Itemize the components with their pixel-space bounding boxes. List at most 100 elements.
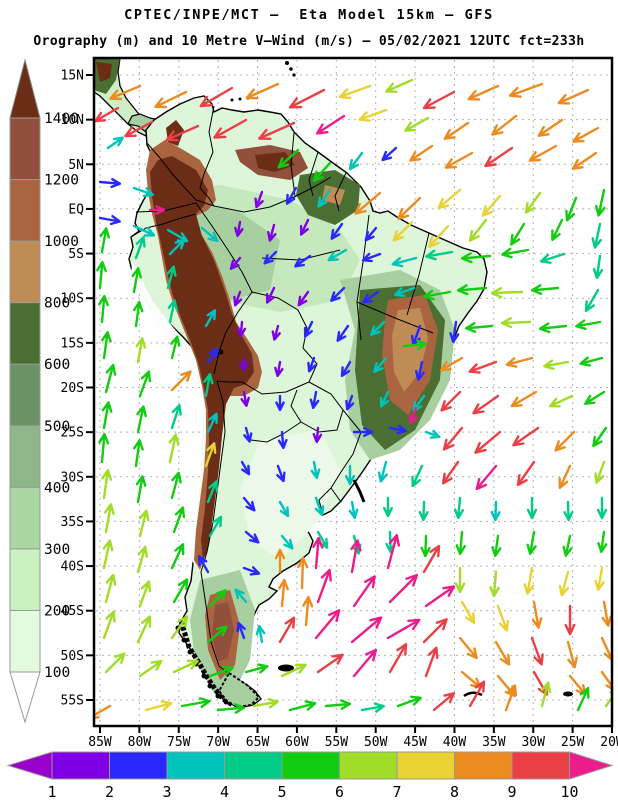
wind-speed-segment [281,751,340,780]
wind-arrow [312,426,323,444]
wind-arrow [526,530,537,555]
wind-arrow [592,426,608,448]
wind-arrow [95,704,112,719]
lat-label: 10S [61,292,84,307]
wind-arrow [345,394,355,411]
south-georgia-island [563,691,573,697]
wind-arrow [352,648,378,678]
lon-label: 45W [403,735,427,750]
wind-arrow [234,588,248,604]
wind-arrow [424,646,439,678]
wind-arrow [170,615,189,640]
wind-arrow [572,126,600,143]
wind-arrow [206,412,218,434]
wind-arrow [490,500,501,522]
elevation-segment [9,179,41,242]
wind-arrow [98,178,122,189]
elevation-segment [9,302,41,365]
wind-speed-segment [166,751,225,780]
wind-speed-label: 5 [277,783,286,800]
wind-arrow [245,82,280,100]
lat-label: 15N [61,69,84,84]
wind-arrow [540,681,552,708]
wind-arrow [206,625,228,644]
wind-arrow [345,464,355,486]
lon-label: 70W [206,735,230,750]
wind-arrow [564,604,576,636]
wind-arrow [170,543,185,570]
wind-arrow [455,530,466,556]
wind-arrow [464,322,494,333]
wind-arrow [352,427,374,437]
wind-arrow [101,331,112,360]
wind-arrow [576,687,590,712]
venezuela-range-core [255,152,295,172]
elevation-label: 500 [44,419,70,435]
wind-arrow [134,236,146,260]
wind-arrow [240,460,251,476]
wind-arrow [338,84,372,100]
wind-right-arrow [569,751,614,780]
wind-arrow [316,653,344,674]
wind-arrow [516,460,536,487]
wind-arrow [591,222,602,249]
wind-arrow [489,570,500,598]
elevation-colorbar: 1400 1200 1000 800 600 500 400 300 200 100 [9,58,79,724]
lon-label: 35W [482,735,506,750]
wind-arrow [109,84,142,101]
tierra-del-fuego [217,671,261,709]
wind-arrow [453,496,464,520]
wind-arrow [213,118,248,139]
wind-arrow [280,663,307,678]
wind-arrow [170,404,182,430]
wind-arrow [361,252,382,263]
wind-arrow [340,360,352,378]
wind-arrow [297,290,310,307]
wind-arrow [352,575,376,608]
wind-arrow [424,585,456,608]
wind-arrow [425,249,454,261]
wind-arrow [481,194,502,217]
lon-label: 85W [88,735,112,750]
wind-arrow [350,539,362,574]
wind-speed-segment [109,751,168,780]
caribbean-islands [230,61,296,102]
wind-speed-label: 7 [392,783,401,800]
wind-arrow [508,82,544,98]
lat-label: 20S [61,381,84,396]
wind-arrow [258,121,296,140]
wind-arrow [468,218,488,242]
wind-arrow [278,616,296,644]
wind-arrow [336,324,350,342]
wind-arrow [197,555,210,574]
wind-speed-label: 6 [335,783,344,800]
wind-arrow [96,260,107,290]
wind-arrow [244,663,269,674]
lat-label: 5N [68,158,84,173]
wind-arrow [422,544,441,574]
wind-arrow [571,151,598,170]
wind-arrow [467,84,500,101]
wind-arrow [310,460,321,479]
falkland-islands [278,664,294,672]
wind-arrow [394,286,416,297]
wind-arrow [424,429,441,439]
wind-arrow [274,548,286,574]
wind-arrow [98,215,121,226]
wind-arrow [596,496,608,520]
wind-arrow [216,703,246,714]
wind-arrow [454,566,466,594]
lon-label: 80W [128,735,152,750]
wind-arrow [584,390,606,405]
wind-arrow [274,360,284,377]
wind-arrow [104,363,117,394]
wind-arrow [402,339,428,350]
wind-arrow [172,506,186,534]
wind-arrow [494,640,511,666]
wind-arrow [449,320,460,343]
wind-arrow [132,186,154,197]
wind-arrow [381,146,398,162]
elevation-label: 400 [44,480,70,496]
lon-label: 20W [600,735,618,750]
wind-arrow [386,534,400,570]
